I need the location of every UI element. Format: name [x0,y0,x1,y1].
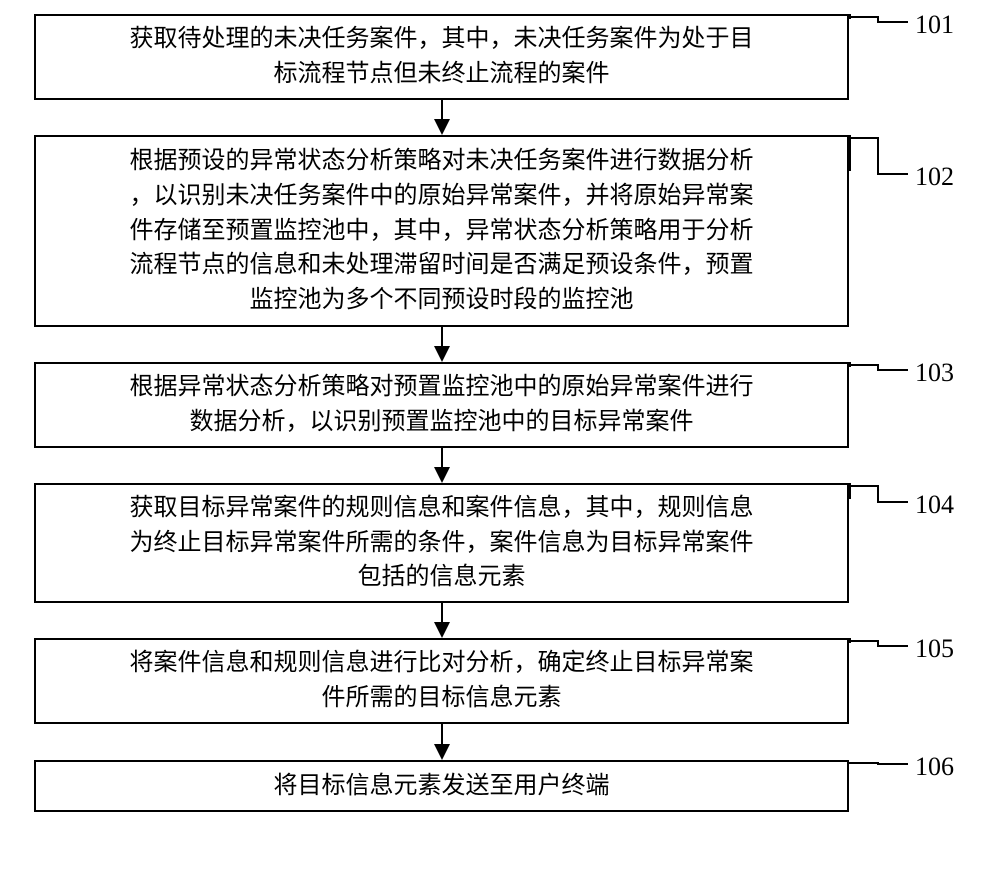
lead-line [877,485,879,501]
flow-node-n5: 将案件信息和规则信息进行比对分析，确定终止目标异常案件所需的目标信息元素 [34,638,849,724]
node-text-line: 根据预设的异常状态分析策略对未决任务案件进行数据分析 [130,144,754,179]
lead-line [849,364,877,366]
connector-line [441,327,443,348]
lead-line [877,645,908,647]
connector-line [441,724,443,746]
connector-arrowhead [434,467,450,483]
flow-node-n1: 获取待处理的未决任务案件，其中，未决任务案件为处于目标流程节点但未终止流程的案件 [34,14,849,100]
flow-node-n3: 根据异常状态分析策略对预置监控池中的原始异常案件进行数据分析，以识别预置监控池中… [34,362,849,448]
node-text-line: 件所需的目标信息元素 [130,681,754,716]
lead-line [877,137,879,173]
step-label-104: 104 [915,490,954,520]
flow-node-n2: 根据预设的异常状态分析策略对未决任务案件进行数据分析，以识别未决任务案件中的原始… [34,135,849,327]
node-text-line: 获取待处理的未决任务案件，其中，未决任务案件为处于目 [130,22,754,57]
node-text-line: ，以识别未决任务案件中的原始异常案件，并将原始异常案 [130,179,754,214]
lead-line [849,485,877,487]
lead-line [849,135,851,171]
lead-line [877,501,908,503]
node-text-line: 包括的信息元素 [130,560,754,595]
flow-node-n4: 获取目标异常案件的规则信息和案件信息，其中，规则信息为终止目标异常案件所需的条件… [34,483,849,603]
node-text-line: 监控池为多个不同预设时段的监控池 [130,283,754,318]
node-text-line: 件存储至预置监控池中，其中，异常状态分析策略用于分析 [130,214,754,249]
connector-arrowhead [434,119,450,135]
lead-line [877,173,908,175]
flow-node-n6: 将目标信息元素发送至用户终端 [34,760,849,812]
step-label-102: 102 [915,162,954,192]
lead-line [849,640,877,642]
lead-line [877,21,908,23]
connector-arrowhead [434,622,450,638]
node-text-line: 根据异常状态分析策略对预置监控池中的原始异常案件进行 [130,370,754,405]
node-text-line: 流程节点的信息和未处理滞留时间是否满足预设条件，预置 [130,248,754,283]
flowchart-canvas: 获取待处理的未决任务案件，其中，未决任务案件为处于目标流程节点但未终止流程的案件… [0,0,1000,876]
connector-arrowhead [434,744,450,760]
step-label-106: 106 [915,752,954,782]
lead-line [877,369,908,371]
node-text-line: 标流程节点但未终止流程的案件 [130,57,754,92]
node-text-line: 数据分析，以识别预置监控池中的目标异常案件 [130,405,754,440]
node-text-line: 为终止目标异常案件所需的条件，案件信息为目标异常案件 [130,526,754,561]
node-text-line: 获取目标异常案件的规则信息和案件信息，其中，规则信息 [130,491,754,526]
node-text-line: 将目标信息元素发送至用户终端 [274,769,610,804]
connector-line [441,448,443,469]
lead-line [877,763,908,765]
step-label-101: 101 [915,10,954,40]
node-text-line: 将案件信息和规则信息进行比对分析，确定终止目标异常案 [130,646,754,681]
step-label-103: 103 [915,358,954,388]
lead-line [849,762,877,764]
connector-arrowhead [434,346,450,362]
connector-line [441,100,443,121]
lead-line [849,16,877,18]
lead-line [849,137,877,139]
step-label-105: 105 [915,634,954,664]
connector-line [441,603,443,624]
